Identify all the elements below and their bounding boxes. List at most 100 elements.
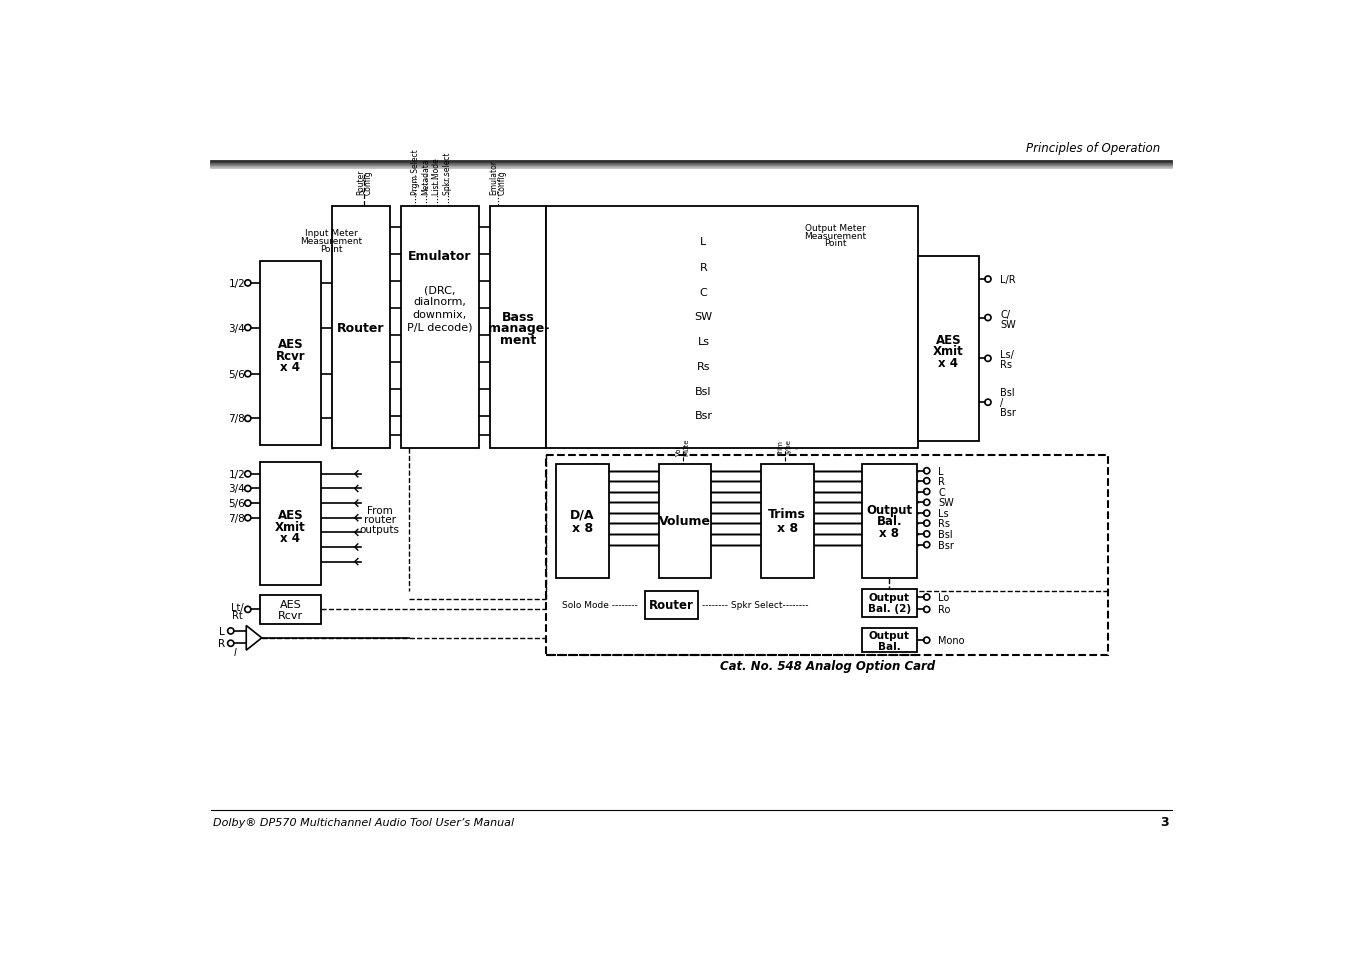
Bar [261,595,321,624]
Text: C/: C/ [1000,310,1010,319]
Text: downmix,: downmix, [413,310,467,319]
Text: Trim: Trim [778,440,784,456]
Text: L: L [219,626,224,637]
Text: Point: Point [824,239,846,248]
Text: Principles of Operation: Principles of Operation [1026,142,1161,155]
Text: Router: Router [356,170,366,195]
Text: Mute: Mute [683,437,690,456]
Text: Config: Config [498,171,506,195]
Text: List Mode: List Mode [432,158,441,195]
Text: Xmit: Xmit [275,520,306,533]
Text: P/L decode): P/L decode) [408,322,472,332]
Text: (DRC,: (DRC, [424,285,456,294]
Text: Rs: Rs [697,361,710,372]
Text: SW: SW [938,497,954,508]
Text: Mono: Mono [938,636,965,645]
Text: Emulator: Emulator [490,160,498,195]
Text: 5/6: 5/6 [228,370,246,379]
Text: Bsr: Bsr [694,411,713,421]
Text: /: / [1000,397,1003,408]
Text: Output: Output [867,503,913,517]
Text: 1/2: 1/2 [228,278,246,289]
Text: Rs: Rs [1000,360,1012,370]
Bar [261,463,321,586]
Text: Bsl: Bsl [938,529,953,539]
Bar [547,207,918,449]
Text: 7/8: 7/8 [228,514,246,523]
Text: 3: 3 [1160,816,1169,828]
Text: Router: Router [649,598,694,612]
Text: Measurement: Measurement [805,232,867,240]
Text: R: R [938,476,945,486]
Text: Metadata: Metadata [421,158,431,195]
Text: Bsl: Bsl [695,386,711,396]
Text: AES: AES [279,599,301,609]
Text: Ro: Ro [938,605,950,615]
Text: Bsl: Bsl [1000,388,1015,397]
Text: Bal.: Bal. [876,515,902,528]
Text: 3/4: 3/4 [228,323,246,334]
Text: Bal.: Bal. [878,640,900,651]
Text: Bsr: Bsr [1000,408,1017,417]
Text: Spkr select: Spkr select [443,152,452,195]
Text: ment: ment [500,334,536,347]
Text: x 4: x 4 [281,361,301,374]
Text: Rcvr: Rcvr [275,350,305,362]
Text: Output: Output [869,630,910,640]
Bar [863,628,917,653]
Bar [490,207,547,449]
Text: R: R [699,263,707,274]
Text: Bsr: Bsr [938,540,954,550]
Text: Type: Type [786,439,791,456]
Text: x 8: x 8 [572,521,593,535]
Text: Router: Router [336,321,385,335]
Text: l: l [234,648,236,658]
Text: Solo Mode --------: Solo Mode -------- [562,600,637,610]
Text: Bal. (2): Bal. (2) [868,603,911,613]
Text: dialnorm,: dialnorm, [413,297,467,307]
Text: router: router [363,515,396,525]
Text: Output Meter: Output Meter [805,224,865,233]
Text: x 4: x 4 [938,356,958,370]
Text: Lt/: Lt/ [231,602,243,613]
Text: Config: Config [363,171,373,195]
Text: 3/4: 3/4 [228,484,246,494]
Text: Rs: Rs [938,518,950,529]
Text: Output: Output [869,593,910,602]
Text: manage-: manage- [487,322,549,335]
Text: Volume: Volume [659,515,711,528]
Text: Measurement: Measurement [301,236,363,246]
Bar [918,256,979,441]
Text: L/R: L/R [1000,274,1017,285]
Text: L: L [938,466,944,476]
Bar [332,207,390,449]
Text: Ls: Ls [698,337,710,347]
Text: x 8: x 8 [776,521,798,535]
Text: -------- Spkr Select--------: -------- Spkr Select-------- [702,600,809,610]
Text: Rt: Rt [232,610,243,620]
Text: 7/8: 7/8 [228,414,246,424]
Bar [761,464,814,578]
Text: Ls/: Ls/ [1000,350,1014,360]
Text: Rcvr: Rcvr [278,610,302,620]
Text: SW: SW [694,312,713,322]
Text: Lo: Lo [938,593,949,602]
Text: Prgm Select: Prgm Select [410,150,420,195]
Text: x 4: x 4 [281,532,301,545]
Text: outputs: outputs [359,524,400,534]
Text: Input Meter: Input Meter [305,229,358,238]
Bar [863,464,917,578]
Text: L: L [701,236,706,246]
Text: From: From [367,505,393,516]
Text: Dolby® DP570 Multichannel Audio Tool User’s Manual: Dolby® DP570 Multichannel Audio Tool Use… [213,817,514,827]
Bar [863,590,917,618]
Text: Trims: Trims [768,508,806,521]
Text: Vol: Vol [676,445,682,456]
Text: Bass: Bass [502,311,535,323]
Text: Point: Point [320,245,343,253]
Text: Cat. No. 548 Analog Option Card: Cat. No. 548 Analog Option Card [720,659,934,673]
Text: Emulator: Emulator [408,251,471,263]
Text: 1/2: 1/2 [228,469,246,479]
Text: AES: AES [278,338,304,351]
Text: x 8: x 8 [879,526,899,539]
